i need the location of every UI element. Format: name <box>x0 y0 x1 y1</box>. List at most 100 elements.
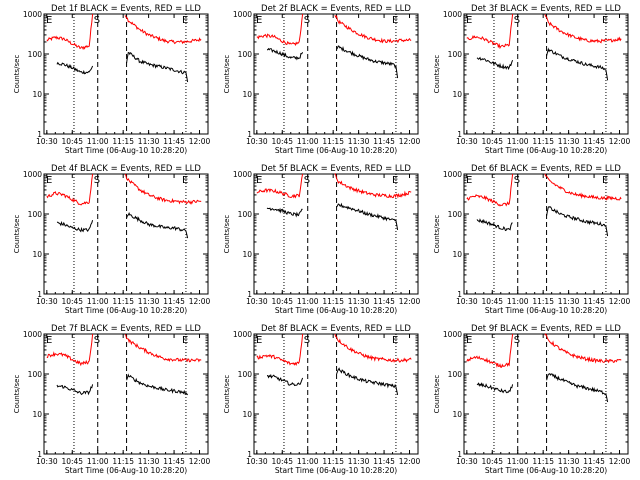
plot-frame <box>253 333 419 455</box>
start-marker-s: S <box>514 335 520 346</box>
events-series-line <box>266 207 303 218</box>
start-marker-e: E <box>256 15 262 26</box>
x-tick-label: 12:00 <box>399 457 421 466</box>
x-tick-label: 12:00 <box>609 137 631 146</box>
x-tick-label: 11:15 <box>532 457 554 466</box>
y-tick-label: 1000 <box>23 10 42 19</box>
x-tick-label: 12:00 <box>609 457 631 466</box>
y-tick-label: 1 <box>37 450 42 459</box>
x-tick-label: 10:30 <box>36 297 58 306</box>
x-axis-label: Start Time (06-Aug-10 10:28:20) <box>65 466 187 475</box>
x-tick-label: 11:15 <box>532 137 554 146</box>
events-series-line <box>336 367 399 395</box>
events-series-line <box>126 212 189 239</box>
x-tick-label: 10:45 <box>481 457 503 466</box>
x-tick-label: 10:30 <box>36 457 58 466</box>
x-tick-label: 11:30 <box>138 297 160 306</box>
x-tick-label: 11:30 <box>138 457 160 466</box>
y-tick-label: 100 <box>238 210 253 219</box>
start-marker-s: S <box>94 335 100 346</box>
y-tick-label: 10 <box>242 250 252 259</box>
y-tick-label: 1000 <box>233 10 252 19</box>
x-tick-label: 11:30 <box>138 137 160 146</box>
chart-panel-2: Det 2f BLACK = Events, RED = LLD 10:30 10:… <box>223 4 421 155</box>
y-tick-label: 1 <box>37 290 42 299</box>
y-tick-label: 1 <box>457 290 462 299</box>
plot-frame <box>463 333 629 455</box>
x-axis-label: Start Time (06-Aug-10 10:28:20) <box>275 466 397 475</box>
lld-series-line <box>256 173 304 199</box>
y-axis-label: Counts/sec <box>223 215 231 254</box>
end-marker-e: E <box>602 15 608 26</box>
x-axis-label: Start Time (06-Aug-10 10:28:20) <box>65 146 187 155</box>
y-tick-label: 100 <box>238 50 253 59</box>
x-tick-label: 12:00 <box>399 137 421 146</box>
x-tick-label: 11:45 <box>163 137 185 146</box>
y-tick-label: 10 <box>242 90 252 99</box>
plot-frame <box>43 173 209 295</box>
lld-series-line <box>46 333 94 367</box>
y-tick-label: 1 <box>457 130 462 139</box>
plot-frame <box>253 173 419 295</box>
plot-frame <box>463 13 629 135</box>
y-tick-label: 100 <box>28 50 43 59</box>
y-tick-label: 100 <box>448 50 463 59</box>
plot-frame <box>253 13 419 135</box>
lld-series-line <box>256 333 304 367</box>
x-tick-label: 10:45 <box>481 137 503 146</box>
events-series-line <box>336 45 399 79</box>
start-marker-e: E <box>466 335 472 346</box>
y-tick-label: 1 <box>247 130 252 139</box>
lld-series-line <box>46 13 94 51</box>
lld-series-line <box>544 14 622 44</box>
y-axis-label: Counts/sec <box>13 215 21 254</box>
x-tick-label: 11:45 <box>583 457 605 466</box>
x-tick-label: 11:15 <box>112 297 134 306</box>
y-tick-label: 1 <box>37 130 42 139</box>
y-axis-label: Counts/sec <box>433 55 441 94</box>
x-tick-label: 12:00 <box>609 297 631 306</box>
x-tick-label: 10:45 <box>271 297 293 306</box>
chart-panel-5: Det 5f BLACK = Events, RED = LLD 10:30 10:… <box>223 164 421 315</box>
x-axis-label: Start Time (06-Aug-10 10:28:20) <box>485 306 607 315</box>
start-marker-e: E <box>466 175 472 186</box>
y-tick-label: 1 <box>247 290 252 299</box>
end-marker-e: E <box>602 175 608 186</box>
y-tick-label: 100 <box>28 210 43 219</box>
y-tick-label: 10 <box>32 410 42 419</box>
y-tick-label: 100 <box>238 370 253 379</box>
x-tick-label: 11:45 <box>163 297 185 306</box>
y-tick-label: 1000 <box>443 330 462 339</box>
y-tick-label: 10 <box>452 250 462 259</box>
events-series-line <box>476 56 514 71</box>
chart-panel-7: Det 7f BLACK = Events, RED = LLD 10:30 10:… <box>13 324 211 475</box>
start-marker-e: E <box>256 175 262 186</box>
end-marker-e: E <box>602 335 608 346</box>
x-tick-label: 11:00 <box>507 297 529 306</box>
x-tick-label: 11:30 <box>348 137 370 146</box>
chart-panel-9: Det 9f BLACK = Events, RED = LLD 10:30 10:… <box>433 324 631 475</box>
lld-series-line <box>544 173 622 201</box>
end-marker-e: E <box>182 15 188 26</box>
y-tick-label: 100 <box>448 210 463 219</box>
events-series-line <box>546 205 609 237</box>
end-marker-e: E <box>392 15 398 26</box>
plot-frame <box>463 173 629 295</box>
x-tick-label: 11:00 <box>87 137 109 146</box>
chart-title: Det 3f BLACK = Events, RED = LLD <box>471 4 621 14</box>
x-tick-label: 11:00 <box>507 137 529 146</box>
x-tick-label: 11:15 <box>532 297 554 306</box>
lld-series-line <box>466 173 514 207</box>
x-axis-label: Start Time (06-Aug-10 10:28:20) <box>275 146 397 155</box>
x-axis-label: Start Time (06-Aug-10 10:28:20) <box>275 306 397 315</box>
x-tick-label: 11:15 <box>112 457 134 466</box>
start-marker-e: E <box>466 15 472 26</box>
events-series-line <box>267 373 304 387</box>
start-marker-s: S <box>304 335 310 346</box>
y-axis-label: Counts/sec <box>433 215 441 254</box>
start-marker-e: E <box>46 15 52 26</box>
y-tick-label: 10 <box>32 250 42 259</box>
events-series-line <box>56 61 94 75</box>
x-tick-label: 10:45 <box>271 457 293 466</box>
y-tick-label: 1000 <box>233 330 252 339</box>
